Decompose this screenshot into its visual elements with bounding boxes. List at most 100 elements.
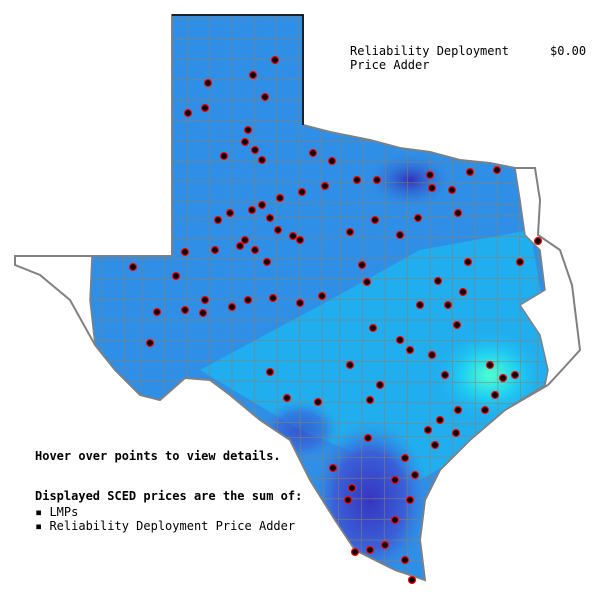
price-point[interactable] [350,547,360,557]
price-point[interactable] [327,156,337,166]
price-point[interactable] [430,440,440,450]
price-point[interactable] [433,276,443,286]
price-point[interactable] [407,575,417,585]
price-point[interactable] [243,295,253,305]
price-point[interactable] [288,231,298,241]
price-point[interactable] [152,307,162,317]
price-point[interactable] [203,78,213,88]
price-point[interactable] [262,257,272,267]
price-point[interactable] [363,433,373,443]
price-point[interactable] [273,225,283,235]
price-point[interactable] [265,367,275,377]
price-point[interactable] [451,428,461,438]
price-point[interactable] [352,175,362,185]
price-point[interactable] [423,425,433,435]
price-point[interactable] [345,227,355,237]
price-point[interactable] [180,247,190,257]
price-point[interactable] [213,215,223,225]
price-point[interactable] [405,345,415,355]
price-point[interactable] [265,213,275,223]
price-point[interactable] [465,167,475,177]
price-point[interactable] [235,241,245,251]
price-point[interactable] [243,125,253,135]
price-point[interactable] [415,300,425,310]
price-point[interactable] [368,323,378,333]
price-point[interactable] [145,338,155,348]
price-point[interactable] [248,70,258,80]
price-point[interactable] [362,277,372,287]
price-point[interactable] [275,193,285,203]
price-point[interactable] [380,540,390,550]
adder-label-line1: Reliability Deployment [350,44,509,58]
price-point[interactable] [453,208,463,218]
price-point[interactable] [395,335,405,345]
price-point[interactable] [200,103,210,113]
price-point[interactable] [410,470,420,480]
price-point[interactable] [250,145,260,155]
price-point[interactable] [200,295,210,305]
price-point[interactable] [247,205,257,215]
price-point[interactable] [128,262,138,272]
price-point[interactable] [400,555,410,565]
price-point[interactable] [365,395,375,405]
price-point[interactable] [171,271,181,281]
price-point[interactable] [240,235,250,245]
price-point[interactable] [510,370,520,380]
price-point[interactable] [533,236,543,246]
price-point[interactable] [453,405,463,415]
price-point[interactable] [405,495,415,505]
price-point[interactable] [270,55,280,65]
price-point[interactable] [345,360,355,370]
price-point[interactable] [400,453,410,463]
price-point[interactable] [317,291,327,301]
price-point[interactable] [427,350,437,360]
price-point[interactable] [268,293,278,303]
price-point[interactable] [260,92,270,102]
price-point[interactable] [395,230,405,240]
price-point[interactable] [295,298,305,308]
price-point[interactable] [440,370,450,380]
price-point[interactable] [295,235,305,245]
price-point[interactable] [370,215,380,225]
price-point[interactable] [308,148,318,158]
price-point[interactable] [227,302,237,312]
price-point[interactable] [257,200,267,210]
price-point[interactable] [347,483,357,493]
price-point[interactable] [180,305,190,315]
price-point[interactable] [458,287,468,297]
price-point[interactable] [320,181,330,191]
price-point[interactable] [463,257,473,267]
price-point[interactable] [357,260,367,270]
price-point[interactable] [365,545,375,555]
price-point[interactable] [297,187,307,197]
price-point[interactable] [413,213,423,223]
price-point[interactable] [183,108,193,118]
price-point[interactable] [490,390,500,400]
price-point[interactable] [210,245,220,255]
price-point[interactable] [515,257,525,267]
price-point[interactable] [343,495,353,505]
price-point[interactable] [452,320,462,330]
price-point[interactable] [282,393,292,403]
price-point[interactable] [250,245,260,255]
price-point[interactable] [240,137,250,147]
price-point[interactable] [498,373,508,383]
price-point[interactable] [198,308,208,318]
price-point[interactable] [328,463,338,473]
price-point[interactable] [225,208,235,218]
price-point[interactable] [219,151,229,161]
price-point[interactable] [375,380,385,390]
price-point[interactable] [390,515,400,525]
price-point[interactable] [485,360,495,370]
price-point[interactable] [372,175,382,185]
price-point[interactable] [443,300,453,310]
price-point[interactable] [390,475,400,485]
price-point[interactable] [492,165,502,175]
price-point[interactable] [480,405,490,415]
price-point[interactable] [257,155,267,165]
price-point[interactable] [313,397,323,407]
price-point[interactable] [425,170,435,180]
price-point[interactable] [447,185,457,195]
price-point[interactable] [435,415,445,425]
price-point[interactable] [427,183,437,193]
